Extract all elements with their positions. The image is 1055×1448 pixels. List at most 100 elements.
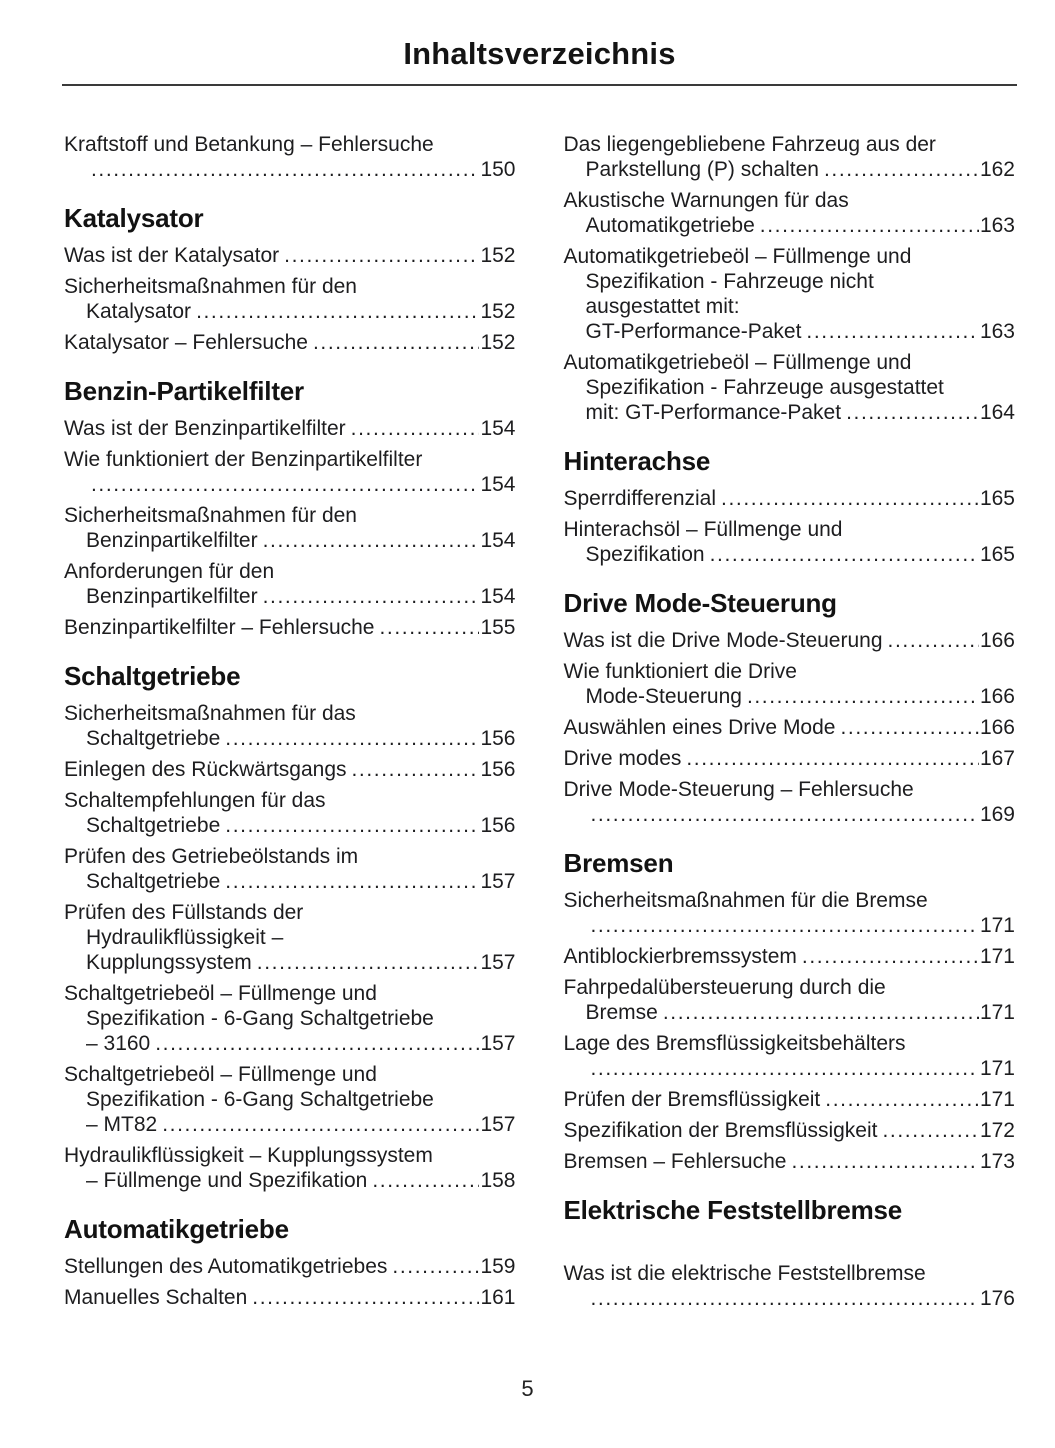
toc-entry[interactable]: Das liegengebliebene Fahrzeug aus der Par… bbox=[564, 132, 1016, 182]
toc-entry[interactable]: Was ist die elektrische Feststellbremse 1… bbox=[564, 1261, 1016, 1311]
toc-entry-line: Kupplungssystem 157 bbox=[64, 950, 516, 975]
toc-page-number: 163 bbox=[979, 320, 1015, 343]
toc-entry-text: Stellungen des Automatikgetriebes bbox=[64, 1255, 388, 1278]
toc-page-number: 155 bbox=[480, 616, 516, 639]
toc-entry[interactable]: Prüfen des Getriebeölstands im Schaltgetr… bbox=[64, 844, 516, 894]
toc-leader-dots bbox=[257, 950, 480, 975]
toc-leader-dots bbox=[263, 528, 480, 553]
toc-entry[interactable]: Manuelles Schalten 161 bbox=[64, 1285, 516, 1310]
toc-leader-dots bbox=[591, 1286, 979, 1311]
toc-entry-line: Schaltgetriebe 157 bbox=[64, 869, 516, 894]
toc-entry-line: Anforderungen für den bbox=[64, 560, 275, 583]
toc-entry[interactable]: Sperrdifferenzial 165 bbox=[564, 486, 1016, 511]
toc-page-number: 154 bbox=[480, 417, 516, 440]
toc-leader-dots bbox=[747, 684, 979, 709]
toc-entry[interactable]: Was ist die Drive Mode-Steuerung 166 bbox=[564, 628, 1016, 653]
toc-entry[interactable]: Sicherheitsmaßnahmen für den Benzinpartik… bbox=[64, 503, 516, 553]
toc-entry[interactable]: Drive Mode-Steuerung – Fehlersuche 169 bbox=[564, 777, 1016, 827]
toc-entry[interactable]: Benzinpartikelfilter – Fehlersuche 155 bbox=[64, 615, 516, 640]
toc-entry-line: Hydraulikflüssigkeit – bbox=[86, 926, 284, 949]
toc-page-number: 166 bbox=[979, 629, 1015, 652]
toc-entry[interactable]: Kraftstoff und Betankung – Fehlersuche 15… bbox=[64, 132, 516, 182]
toc-page-number: 157 bbox=[480, 870, 516, 893]
toc-page-number: 171 bbox=[979, 1001, 1015, 1024]
toc-entry[interactable]: Katalysator – Fehlersuche 152 bbox=[64, 330, 516, 355]
toc-entry[interactable]: Schaltempfehlungen für das Schaltgetriebe… bbox=[64, 788, 516, 838]
toc-entry-line: 171 bbox=[564, 1056, 1015, 1081]
toc-entry-line: Spezifikation 165 bbox=[564, 542, 1016, 567]
toc-leader-dots bbox=[225, 869, 479, 894]
toc-section-header: Katalysator bbox=[64, 203, 204, 233]
toc-entry[interactable]: Drive modes 167 bbox=[564, 746, 1016, 771]
toc-leader-dots bbox=[352, 757, 480, 782]
toc-entry-line: Benzinpartikelfilter – Fehlersuche 155 bbox=[64, 615, 516, 640]
toc-entry[interactable]: Schaltgetriebeöl – Füllmenge und Spezifik… bbox=[64, 981, 516, 1056]
toc-entry[interactable]: Was ist der Benzinpartikelfilter 154 bbox=[64, 416, 516, 441]
toc-page-number: 157 bbox=[480, 951, 516, 974]
toc-entry[interactable]: Prüfen des Füllstands der Hydraulikflüssi… bbox=[64, 900, 516, 975]
toc-entry[interactable]: Automatikgetriebeöl – Füllmenge und Spezi… bbox=[564, 350, 1016, 425]
toc-page-number: 152 bbox=[480, 300, 516, 323]
toc-entry[interactable]: Hydraulikflüssigkeit – Kupplungssystem – … bbox=[64, 1143, 516, 1193]
toc-entry[interactable]: Spezifikation der Bremsflüssigkeit 172 bbox=[564, 1118, 1016, 1143]
toc-page-number: 165 bbox=[979, 543, 1015, 566]
toc-entry[interactable]: Sicherheitsmaßnahmen für die Bremse 171 bbox=[564, 888, 1016, 938]
toc-page-number: 173 bbox=[979, 1150, 1015, 1173]
toc-leader-dots bbox=[791, 1149, 979, 1174]
toc-entry-line: Spezifikation - Fahrzeuge ausgestattet bbox=[585, 376, 944, 399]
toc-leader-dots bbox=[721, 486, 979, 511]
toc-page-number: 176 bbox=[979, 1287, 1015, 1310]
toc-entry[interactable]: Automatikgetriebeöl – Füllmenge und Spezi… bbox=[564, 244, 1016, 344]
toc-leader-dots bbox=[225, 813, 479, 838]
toc-entry-line: Benzinpartikelfilter 154 bbox=[64, 528, 516, 553]
toc-entry-line: Katalysator – Fehlersuche 152 bbox=[64, 330, 516, 355]
toc-entry[interactable]: Antiblockierbremssystem 171 bbox=[564, 944, 1016, 969]
toc-entry[interactable]: Anforderungen für den Benzinpartikelfilte… bbox=[64, 559, 516, 609]
toc-entry[interactable]: Was ist der Katalysator 152 bbox=[64, 243, 516, 268]
toc-entry-text: Antiblockierbremssystem bbox=[563, 945, 797, 968]
toc-entry[interactable]: Stellungen des Automatikgetriebes 159 bbox=[64, 1254, 516, 1279]
toc-entry[interactable]: Wie funktioniert der Benzinpartikelfilte… bbox=[64, 447, 516, 497]
toc-entry[interactable]: Einlegen des Rückwärtsgangs 156 bbox=[64, 757, 516, 782]
toc-entry-line: Schaltgetriebe 156 bbox=[64, 726, 516, 751]
toc-entry-line: Drive modes 167 bbox=[564, 746, 1016, 771]
toc-entry-line: Hinterachsöl – Füllmenge und bbox=[563, 518, 843, 541]
toc-page-number: 152 bbox=[480, 244, 516, 267]
toc-entry[interactable]: Hinterachsöl – Füllmenge und Spezifikatio… bbox=[564, 517, 1016, 567]
toc-section-header: Automatikgetriebe bbox=[64, 1214, 289, 1244]
toc-leader-dots bbox=[686, 746, 979, 771]
toc-entry-line: Was ist die elektrische Feststellbremse bbox=[563, 1262, 926, 1285]
toc-entry-text: Bremsen – Fehlersuche bbox=[563, 1150, 787, 1173]
toc-page-number: 156 bbox=[480, 758, 516, 781]
toc-entry-line: Automatikgetriebe 163 bbox=[564, 213, 1016, 238]
toc-entry-line: Wie funktioniert der Benzinpartikelfilte… bbox=[64, 448, 423, 471]
toc-entry-text: Auswählen eines Drive Mode bbox=[563, 716, 836, 739]
toc-leader-dots bbox=[380, 615, 480, 640]
toc-entry[interactable]: Prüfen der Bremsflüssigkeit 171 bbox=[564, 1087, 1016, 1112]
toc-entry-line: Spezifikation - 6-Gang Schaltgetriebe bbox=[86, 1088, 434, 1111]
toc-entry-line: Manuelles Schalten 161 bbox=[64, 1285, 516, 1310]
toc-entry[interactable]: Wie funktioniert die Drive Mode-Steuerung… bbox=[564, 659, 1016, 709]
toc-entry-line: – MT82 157 bbox=[64, 1112, 516, 1137]
toc-entry-line: 169 bbox=[564, 802, 1015, 827]
toc-entry-line: Hydraulikflüssigkeit – Kupplungssystem bbox=[64, 1144, 433, 1167]
toc-entry-line: Parkstellung (P) schalten 162 bbox=[564, 157, 1016, 182]
toc-page-number: 156 bbox=[480, 814, 516, 837]
toc-entry-line: Schaltempfehlungen für das bbox=[64, 789, 326, 812]
toc-page-number: 152 bbox=[480, 331, 516, 354]
toc-leader-dots bbox=[263, 584, 480, 609]
toc-entry-line: Sicherheitsmaßnahmen für das bbox=[64, 702, 356, 725]
toc-entry[interactable]: Bremsen – Fehlersuche 173 bbox=[564, 1149, 1016, 1174]
toc-entry[interactable]: Auswählen eines Drive Mode 166 bbox=[564, 715, 1016, 740]
toc-entry[interactable]: Lage des Bremsflüssigkeitsbehälters 171 bbox=[564, 1031, 1016, 1081]
toc-entry-line: Bremse 171 bbox=[564, 1000, 1016, 1025]
toc-entry[interactable]: Sicherheitsmaßnahmen für das Schaltgetrie… bbox=[64, 701, 516, 751]
toc-entry[interactable]: Akustische Warnungen für das Automatikget… bbox=[564, 188, 1016, 238]
toc-entry-line: Drive Mode-Steuerung – Fehlersuche bbox=[563, 778, 914, 801]
toc-entry[interactable]: Schaltgetriebeöl – Füllmenge und Spezifik… bbox=[64, 1062, 516, 1137]
toc-leader-dots bbox=[252, 1285, 479, 1310]
toc-entry-line: Katalysator 152 bbox=[64, 299, 516, 324]
toc-leader-dots bbox=[825, 1087, 979, 1112]
